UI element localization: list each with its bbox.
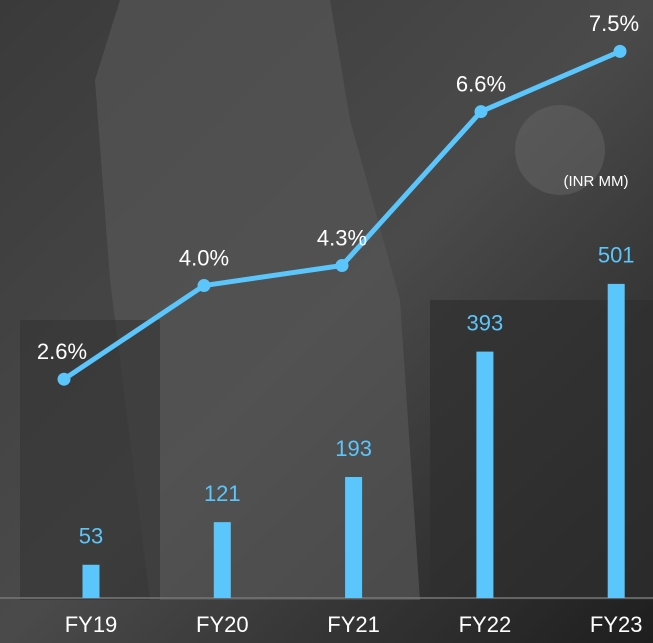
bar — [608, 284, 625, 598]
bar-value-label: 393 — [467, 310, 504, 335]
bar — [214, 522, 231, 598]
x-tick-label: FY21 — [327, 612, 380, 637]
unit-annotation: (INR MM) — [564, 173, 629, 190]
bar-value-label: 53 — [79, 524, 103, 549]
page: {"chart_data": {"type": "bar-line", "ann… — [0, 0, 653, 643]
x-tick-label: FY23 — [590, 612, 643, 637]
x-tick-label: FY19 — [65, 612, 118, 637]
line-value-label: 6.6% — [456, 71, 506, 96]
bar-value-label: 193 — [335, 436, 372, 461]
bar-value-label: 501 — [598, 243, 635, 268]
x-tick-label: FY20 — [196, 612, 249, 637]
line-point — [614, 45, 627, 58]
line-point — [198, 279, 211, 292]
line-value-label: 7.5% — [589, 11, 639, 36]
line-point — [475, 105, 488, 118]
bar — [83, 565, 100, 598]
line-value-label: 2.6% — [37, 339, 87, 364]
line-point — [336, 259, 349, 272]
line-point — [58, 373, 71, 386]
bar — [476, 352, 493, 598]
chart: (INR MM) FY19 FY20 FY21 FY22 FY23 53 121 193 393… — [0, 0, 653, 643]
bar-value-label: 121 — [204, 481, 241, 506]
line-value-label: 4.0% — [179, 245, 229, 270]
bar — [345, 477, 362, 598]
x-tick-label: FY22 — [459, 612, 512, 637]
line-value-label: 4.3% — [317, 225, 367, 250]
